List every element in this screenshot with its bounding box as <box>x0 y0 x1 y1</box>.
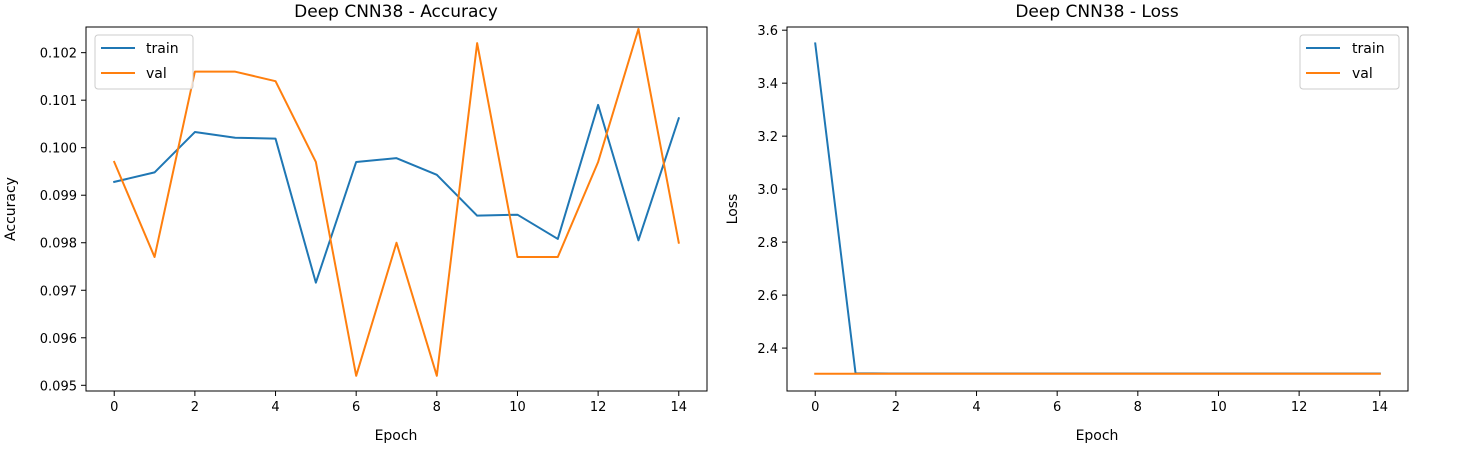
accuracy-series-train-line <box>113 103 681 284</box>
loss-series-layer <box>814 42 1381 375</box>
loss-y-tick-label: 3.6 <box>757 24 778 39</box>
accuracy-x-tick-label: 12 <box>590 400 607 415</box>
accuracy-y-ticks: 0.095 0.096 0.097 0.098 0.099 0.100 0.101 0.102 <box>40 47 86 394</box>
legend-label-val: val <box>1352 66 1373 82</box>
accuracy-y-tick-label: 0.098 <box>40 237 77 252</box>
accuracy-axes-frame <box>85 26 708 392</box>
loss-y-tick-label: 3.2 <box>757 130 778 145</box>
legend-label-val: val <box>146 66 167 82</box>
loss-y-ticks: 2.4 2.6 2.8 3.0 3.2 3.4 3.6 <box>757 24 787 357</box>
accuracy-y-tick-label: 0.100 <box>40 142 77 157</box>
accuracy-y-tick-label: 0.095 <box>40 379 77 394</box>
accuracy-y-tick-label: 0.101 <box>40 94 77 109</box>
loss-y-tick-label: 2.6 <box>757 289 778 304</box>
loss-chart: Deep CNN38 - Loss 0 2 4 6 8 10 12 14 2.4 2.6 2.8 3… <box>725 2 1409 444</box>
accuracy-chart-title: Deep CNN38 - Accuracy <box>294 2 498 22</box>
accuracy-y-tick-label: 0.096 <box>40 332 77 347</box>
loss-chart-title: Deep CNN38 - Loss <box>1015 2 1179 22</box>
accuracy-x-tick-label: 14 <box>670 400 687 415</box>
loss-x-tick-label: 8 <box>1134 400 1142 415</box>
legend-label-train: train <box>1352 41 1385 57</box>
accuracy-x-tick-label: 4 <box>271 400 279 415</box>
loss-plot-area <box>786 26 1409 392</box>
accuracy-chart: Deep CNN38 - Accuracy 0 2 4 6 8 10 12 14 0.0950… <box>3 2 708 444</box>
loss-x-ticks: 0 2 4 6 8 10 12 14 <box>811 391 1388 415</box>
loss-x-tick-label: 6 <box>1053 400 1061 415</box>
accuracy-x-tick-label: 2 <box>191 400 199 415</box>
loss-x-tick-label: 10 <box>1210 400 1227 415</box>
accuracy-x-ticks: 0 2 4 6 8 10 12 14 <box>110 391 687 415</box>
loss-y-axis-label: Loss <box>725 194 741 225</box>
accuracy-x-axis-label: Epoch <box>375 428 418 444</box>
accuracy-series-val-line <box>112 27 680 377</box>
accuracy-x-tick-label: 8 <box>433 400 441 415</box>
accuracy-y-tick-label: 0.102 <box>40 47 77 62</box>
loss-series-train-line <box>814 42 1381 375</box>
loss-x-tick-label: 12 <box>1291 400 1308 415</box>
loss-y-tick-label: 3.4 <box>757 77 778 92</box>
accuracy-series-layer <box>112 27 681 377</box>
loss-y-tick-label: 2.8 <box>757 236 778 251</box>
loss-y-tick-label: 2.4 <box>757 342 778 357</box>
loss-x-tick-label: 0 <box>811 400 819 415</box>
accuracy-y-tick-label: 0.099 <box>40 189 77 204</box>
loss-axes-frame <box>786 26 1409 392</box>
accuracy-x-tick-label: 10 <box>509 400 526 415</box>
loss-x-tick-label: 2 <box>892 400 900 415</box>
accuracy-y-tick-label: 0.097 <box>40 284 77 299</box>
loss-y-tick-label: 3.0 <box>757 183 778 198</box>
accuracy-x-tick-label: 0 <box>110 400 118 415</box>
loss-x-tick-label: 4 <box>972 400 980 415</box>
accuracy-y-axis-label: Accuracy <box>3 177 19 241</box>
accuracy-legend: train val <box>94 34 194 90</box>
loss-x-axis-label: Epoch <box>1076 428 1119 444</box>
loss-legend: train val <box>1299 34 1400 90</box>
legend-label-train: train <box>146 41 179 57</box>
loss-x-tick-label: 14 <box>1371 400 1388 415</box>
accuracy-x-tick-label: 6 <box>352 400 360 415</box>
accuracy-plot-area <box>85 26 708 392</box>
